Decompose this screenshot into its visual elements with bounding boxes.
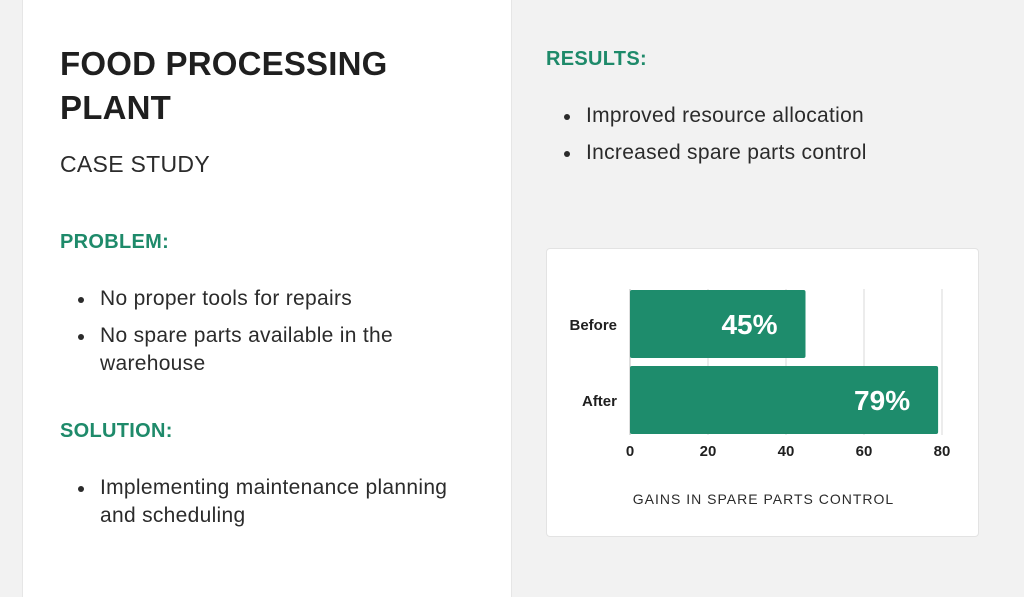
x-tick-label: 20 bbox=[700, 443, 717, 460]
category-label: After bbox=[582, 393, 617, 410]
category-label: Before bbox=[569, 317, 617, 334]
results-heading: RESULTS: bbox=[546, 48, 647, 70]
problem-heading: PROBLEM: bbox=[60, 231, 170, 253]
bar-data-label: 79% bbox=[854, 385, 910, 416]
x-tick-label: 80 bbox=[934, 443, 951, 460]
list-item: Improved resource allocation bbox=[546, 102, 986, 130]
list-item: No proper tools for repairs bbox=[60, 285, 470, 313]
results-list: Improved resource allocation Increased s… bbox=[546, 102, 986, 176]
left-panel bbox=[22, 0, 512, 597]
solution-list: Implementing maintenance planning and sc… bbox=[60, 474, 460, 539]
x-tick-label: 0 bbox=[626, 443, 634, 460]
x-tick-label: 60 bbox=[856, 443, 873, 460]
list-item: Implementing maintenance planning and sc… bbox=[60, 474, 460, 530]
list-item: No spare parts available in the warehous… bbox=[60, 322, 470, 378]
x-tick-label: 40 bbox=[778, 443, 795, 460]
solution-heading: SOLUTION: bbox=[60, 420, 173, 442]
chart-caption: GAINS IN SPARE PARTS CONTROL bbox=[632, 491, 895, 507]
page-title: FOOD PROCESSING PLANT bbox=[60, 45, 388, 126]
page-subtitle: CASE STUDY bbox=[60, 151, 210, 177]
list-item: Increased spare parts control bbox=[546, 139, 986, 167]
bar-data-label: 45% bbox=[721, 309, 777, 340]
bar bbox=[630, 290, 806, 358]
problem-list: No proper tools for repairs No spare par… bbox=[60, 285, 470, 387]
bar-chart: 45% Before 79% After 0 20 40 60 80 bbox=[569, 289, 951, 460]
chart-card: 45% Before 79% After 0 20 40 60 80 GAINS IN SPAR… bbox=[546, 248, 979, 537]
bar bbox=[630, 366, 939, 434]
